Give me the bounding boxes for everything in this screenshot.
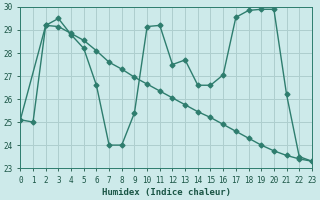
X-axis label: Humidex (Indice chaleur): Humidex (Indice chaleur) <box>102 188 231 197</box>
